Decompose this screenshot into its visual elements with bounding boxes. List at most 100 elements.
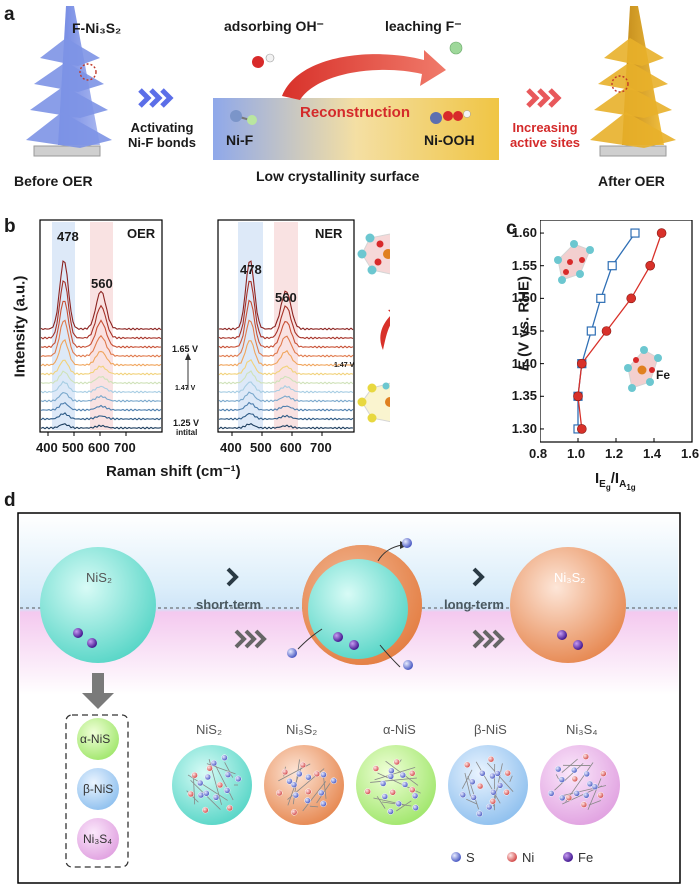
- series-1-point: [576, 358, 587, 369]
- series-1-point: [656, 228, 667, 238]
- fe-label: Fe: [656, 368, 671, 382]
- legend-fe-label: Fe: [578, 850, 594, 865]
- oh-molecule-icon: [252, 53, 275, 68]
- oer-spectra-lines: [40, 260, 162, 430]
- legend-ni-label: Ni: [522, 850, 535, 865]
- adsorbing-label: adsorbing OH⁻: [224, 18, 324, 34]
- ratio-ytick-label: 1.50: [511, 290, 537, 306]
- oer-label: OER: [127, 226, 156, 241]
- oer-peak-560: 560: [91, 276, 113, 291]
- before-oer-label: Before OER: [14, 173, 93, 189]
- long-term-label: long-term: [444, 597, 504, 612]
- ratio-xtick-label: 1.6: [681, 446, 700, 461]
- raman-spectra: [39, 219, 390, 436]
- series-1-point: [626, 293, 636, 304]
- increasing-line2: active sites: [509, 135, 581, 150]
- ni-f-label: Ni-F: [226, 132, 254, 148]
- oer-xtick-400: 400: [36, 440, 58, 455]
- ner-xtick-600: 600: [280, 440, 302, 455]
- series-1-point: [601, 326, 612, 336]
- raman-ylabel: Intensity (a.u.): [11, 275, 29, 378]
- spectrum-line: [218, 423, 354, 430]
- raman-xlabel: Raman shift (cm⁻¹): [106, 463, 241, 480]
- spectrum-line: [40, 338, 162, 367]
- ner-band-560: [274, 222, 298, 430]
- spectrum-line: [40, 412, 162, 421]
- ner-band-478: [238, 222, 263, 430]
- surface-label: Low crystallinity surface: [256, 168, 420, 184]
- series-0-point: [586, 326, 596, 336]
- activating-line1: Activating: [130, 120, 194, 135]
- activating-arrow-icon: [138, 88, 174, 108]
- spectrum-line: [218, 299, 354, 349]
- nis2-sphere-icon: [40, 547, 156, 663]
- ratio-ytick-label: 1.45: [511, 323, 537, 338]
- activating-text: Activating Ni-F bonds: [122, 120, 202, 150]
- legend-fe-icon: [563, 852, 573, 862]
- nis2-crystal-icon: [172, 745, 252, 825]
- short-term-arrow-icon: [226, 567, 267, 649]
- crystal-oxide-icon: [357, 233, 390, 275]
- ratio-xtick-label: 0.8: [529, 446, 548, 461]
- ner-xtick-400: 400: [220, 440, 242, 455]
- spectrum-line: [218, 359, 354, 376]
- increasing-line1: Increasing: [512, 120, 578, 135]
- spectrum-line: [40, 370, 162, 385]
- down-arrow-icon: [82, 673, 114, 709]
- spectrum-line: [218, 319, 354, 358]
- alpha-nis-crystal-icon: [356, 745, 436, 825]
- oer-band-560: [90, 222, 113, 430]
- voltage-low-label: 1.25 V: [173, 418, 200, 428]
- ratio-chart-frame: [540, 220, 693, 443]
- ner-peak-560: 560: [275, 290, 297, 305]
- spectrum-line: [40, 392, 162, 403]
- ratio-ytick-label: 1.30: [511, 420, 537, 436]
- panel-b-letter: b: [4, 216, 16, 237]
- ni3s4-sphere-icon: [77, 818, 119, 860]
- alpha-nis-sphere-icon: [77, 718, 119, 760]
- beta-nis-crystal-icon: [448, 745, 528, 825]
- phase-options-box: [65, 714, 129, 868]
- ner-voltage-mid-label: 1.47 V: [334, 362, 355, 369]
- ni-ooh-label: Ni-OOH: [424, 132, 475, 148]
- spectrum-line: [218, 401, 354, 412]
- increasing-text: Increasing active sites: [505, 120, 585, 150]
- ratio-xtick-label: 1.0: [567, 446, 586, 461]
- alpha-nis-label: α-NiS: [80, 732, 111, 746]
- spectrum-line: [218, 280, 354, 340]
- crystal-label-nis2: NiS₂: [196, 722, 222, 737]
- ner-label: NER: [315, 226, 343, 241]
- ratio-xlabel: IEg/IA1g: [595, 470, 636, 492]
- series-0-point: [630, 228, 640, 238]
- voltage-mid-label: 1.47 V: [175, 385, 196, 392]
- legend-s-icon: [451, 852, 461, 862]
- ni3s4-label: Ni₃S₄: [83, 832, 113, 846]
- series-0-point: [596, 293, 606, 303]
- ni-ooh-molecule-icon: [430, 110, 471, 124]
- transform-arrow-icon: [380, 309, 390, 350]
- spectrum-line: [40, 300, 162, 349]
- crystal-sulfide-icon: [357, 382, 390, 423]
- reconstruction-label: Reconstruction: [300, 104, 411, 121]
- crystal-label-beta-nis: β-NiS: [474, 722, 507, 737]
- ni3s2-top-label: Ni₃S₂: [554, 570, 586, 585]
- blue-tower-icon: [26, 6, 112, 157]
- series-1-point: [645, 260, 655, 271]
- f-ni3s2-label: F-Ni₃S₂: [72, 20, 122, 36]
- panel-d-letter: d: [4, 490, 16, 511]
- crystal-label-ni3s2: Ni₃S₂: [286, 722, 318, 737]
- spectrum-line: [40, 359, 161, 376]
- ner-spectra-lines: [218, 260, 354, 430]
- after-oer-label: After OER: [598, 173, 665, 189]
- oer-peak-478: 478: [57, 229, 79, 244]
- oer-xtick-600: 600: [88, 440, 110, 455]
- series-1-point: [573, 391, 583, 402]
- long-term-arrow-icon: [472, 567, 505, 649]
- ratio-ytick-label: 1.55: [511, 257, 537, 273]
- ratio-chart: [540, 220, 693, 443]
- spectrum-line: [40, 319, 162, 358]
- panel-a-graphics: [26, 6, 676, 160]
- f-ion-icon: [449, 41, 463, 55]
- transforming-sphere-icon: [287, 538, 422, 670]
- series-0-point: [607, 261, 617, 271]
